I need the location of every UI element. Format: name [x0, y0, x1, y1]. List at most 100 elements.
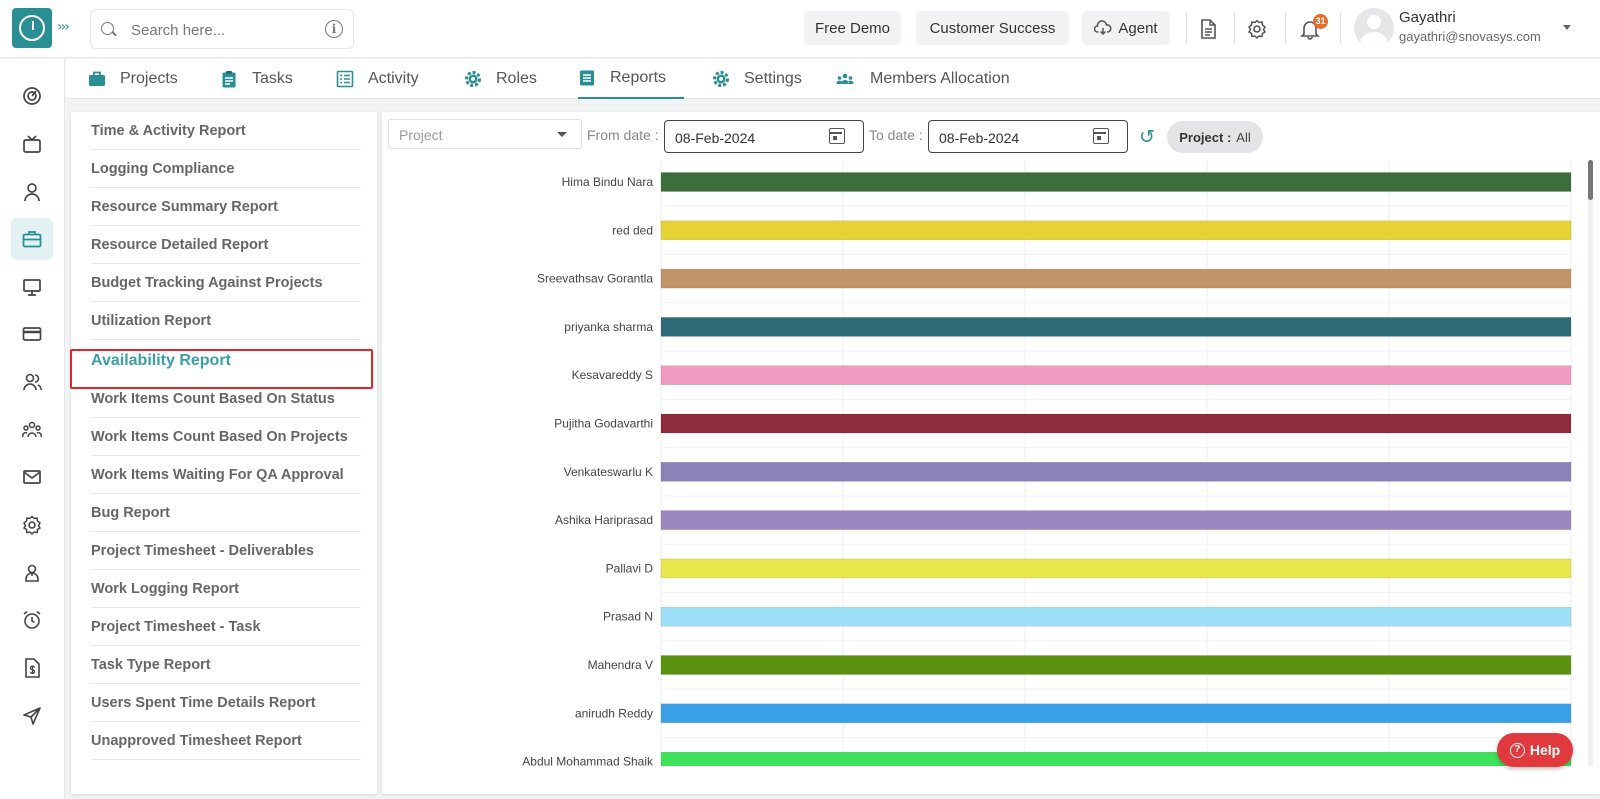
report-item-bug[interactable]: Bug Report	[91, 494, 361, 532]
report-item-availability[interactable]: Availability Report	[91, 352, 231, 369]
chart-bar[interactable]	[660, 655, 1572, 675]
report-icon	[580, 70, 594, 86]
calendar-icon[interactable]	[829, 128, 845, 144]
list-icon	[336, 70, 354, 88]
chart-bar[interactable]	[660, 365, 1572, 385]
search-box: i	[90, 9, 354, 49]
scrollbar-thumb[interactable]	[1588, 160, 1593, 200]
report-item-timesheet-task[interactable]: Project Timesheet - Task	[91, 608, 361, 646]
sidebar-item-send[interactable]	[11, 695, 53, 737]
sidebar-item-user[interactable]	[11, 171, 53, 213]
sidebar	[0, 59, 65, 799]
chart-scrollbar[interactable]	[1588, 160, 1593, 766]
clipboard-icon	[222, 71, 236, 88]
tab-reports[interactable]: Reports	[578, 59, 685, 99]
document-icon[interactable]	[1197, 18, 1219, 40]
info-icon[interactable]: i	[325, 20, 343, 38]
user-menu-chevron-down-icon[interactable]	[1563, 25, 1571, 30]
sidebar-item-tv[interactable]	[11, 123, 53, 165]
sidebar-item-settings[interactable]	[11, 504, 53, 546]
report-item-time-activity[interactable]: Time & Activity Report	[91, 112, 361, 150]
chart-category-label: Ashika Hariprasad	[555, 513, 653, 527]
sidebar-item-users[interactable]	[11, 361, 53, 403]
chart-bar[interactable]	[660, 317, 1572, 337]
report-item-resource-detailed[interactable]: Resource Detailed Report	[91, 226, 361, 264]
settings-icon[interactable]	[1246, 18, 1268, 40]
chart-bar[interactable]	[660, 461, 1572, 482]
availability-chart: Hima Bindu Nara red ded Sreevathsav Gorant…	[388, 160, 1584, 766]
tab-label: Activity	[368, 70, 419, 87]
project-select-placeholder: Project	[399, 127, 443, 143]
project-select[interactable]: Project	[388, 119, 582, 149]
report-item-logging-compliance[interactable]: Logging Compliance	[91, 150, 361, 188]
reports-list: Time & Activity Report Logging Complianc…	[71, 112, 377, 794]
avatar[interactable]	[1354, 8, 1394, 48]
card-icon	[22, 327, 42, 341]
sidebar-item-alarm[interactable]	[11, 599, 53, 641]
report-item-unapproved-timesheet[interactable]: Unapproved Timesheet Report	[91, 722, 361, 760]
tab-tasks[interactable]: Tasks	[220, 59, 293, 99]
chart-bar[interactable]	[660, 606, 1572, 627]
reset-icon[interactable]: ↺	[1139, 126, 1155, 148]
app-logo-icon[interactable]	[12, 8, 52, 48]
agent-button[interactable]: Agent	[1082, 11, 1170, 45]
sidebar-item-monitor[interactable]	[11, 266, 53, 308]
profile-icon	[25, 564, 39, 582]
free-demo-button[interactable]: Free Demo	[804, 11, 901, 45]
sidebar-item-team[interactable]	[11, 409, 53, 451]
sidebar-item-projects[interactable]	[11, 218, 53, 260]
chart-bar[interactable]	[660, 268, 1572, 289]
project-nav-tabs: Projects Tasks Activity Roles Reports Se…	[66, 59, 1600, 99]
chart-category-label: red ded	[612, 223, 653, 237]
tab-members-allocation[interactable]: Members Allocation	[834, 59, 1010, 99]
report-item-utilization[interactable]: Utilization Report	[91, 302, 361, 340]
team-icon	[21, 421, 43, 438]
sidebar-item-billing[interactable]	[11, 313, 53, 355]
customer-success-button[interactable]: Customer Success	[916, 11, 1069, 45]
chart-category-label: Kesavareddy S	[572, 368, 653, 382]
chart-bar[interactable]	[660, 220, 1572, 241]
chart-category-label: Pujitha Godavarthi	[554, 417, 653, 431]
calendar-icon[interactable]	[1093, 128, 1109, 144]
chart-bar[interactable]	[660, 413, 1572, 434]
chart-bar[interactable]	[660, 172, 1572, 192]
expand-sidebar-icon[interactable]: ›››	[57, 19, 70, 35]
tab-roles[interactable]: Roles	[464, 59, 537, 99]
divider	[1340, 12, 1341, 44]
report-item-users-spent-time[interactable]: Users Spent Time Details Report	[91, 684, 361, 722]
project-filter-chip[interactable]: Project : All	[1167, 121, 1263, 153]
tab-activity[interactable]: Activity	[336, 59, 419, 99]
chart-category-label: Pallavi D	[606, 561, 654, 575]
from-date-label: From date :	[587, 127, 659, 143]
report-item-budget-tracking[interactable]: Budget Tracking Against Projects	[91, 264, 361, 302]
report-item-resource-summary[interactable]: Resource Summary Report	[91, 188, 361, 226]
bell-icon[interactable]	[1299, 18, 1321, 40]
chevron-down-icon	[557, 132, 567, 137]
report-item-timesheet-deliverables[interactable]: Project Timesheet - Deliverables	[91, 532, 361, 570]
tab-projects[interactable]: Projects	[88, 59, 178, 99]
chart-bar[interactable]	[660, 510, 1572, 530]
chart-bar[interactable]	[660, 751, 1572, 766]
sidebar-item-dashboard[interactable]	[11, 75, 53, 117]
from-date-field[interactable]: 08-Feb-2024	[664, 120, 864, 153]
help-icon: ?	[1509, 742, 1525, 758]
sidebar-item-mail[interactable]	[11, 456, 53, 498]
report-item-task-type[interactable]: Task Type Report	[91, 646, 361, 684]
chart-category-label: Sreevathsav Gorantla	[537, 272, 653, 286]
report-item-work-items-status[interactable]: Work Items Count Based On Status	[91, 380, 361, 418]
search-input[interactable]	[131, 20, 311, 40]
chart-bar[interactable]	[660, 703, 1572, 724]
sidebar-item-profile[interactable]	[11, 552, 53, 594]
user-name: Gayathri	[1399, 9, 1456, 26]
help-button[interactable]: ? Help	[1497, 733, 1573, 767]
report-item-qa-approval[interactable]: Work Items Waiting For QA Approval	[91, 456, 361, 494]
chart-bar[interactable]	[660, 558, 1572, 579]
report-item-work-logging[interactable]: Work Logging Report	[91, 570, 361, 608]
to-date-field[interactable]: 08-Feb-2024	[928, 120, 1128, 153]
tab-settings[interactable]: Settings	[712, 59, 802, 99]
top-bar: ››› i Free Demo Customer Success Agent 3…	[0, 0, 1600, 58]
to-date-label: To date :	[869, 127, 923, 143]
sidebar-item-invoice[interactable]	[11, 647, 53, 689]
report-item-work-items-projects[interactable]: Work Items Count Based On Projects	[91, 418, 361, 456]
invoice-icon	[25, 658, 40, 678]
